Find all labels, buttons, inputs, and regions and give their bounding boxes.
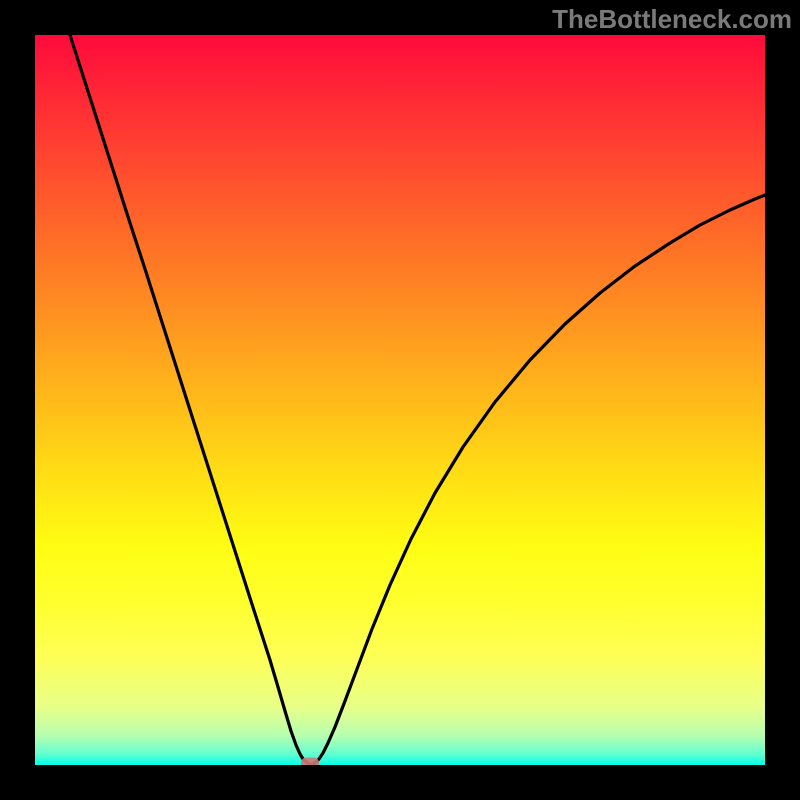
chart-canvas: TheBottleneck.com [0, 0, 800, 800]
plot-area [35, 35, 765, 765]
min-marker [301, 758, 319, 766]
chart-svg [35, 35, 765, 765]
bottleneck-curve [70, 35, 765, 765]
watermark-text: TheBottleneck.com [552, 4, 792, 35]
